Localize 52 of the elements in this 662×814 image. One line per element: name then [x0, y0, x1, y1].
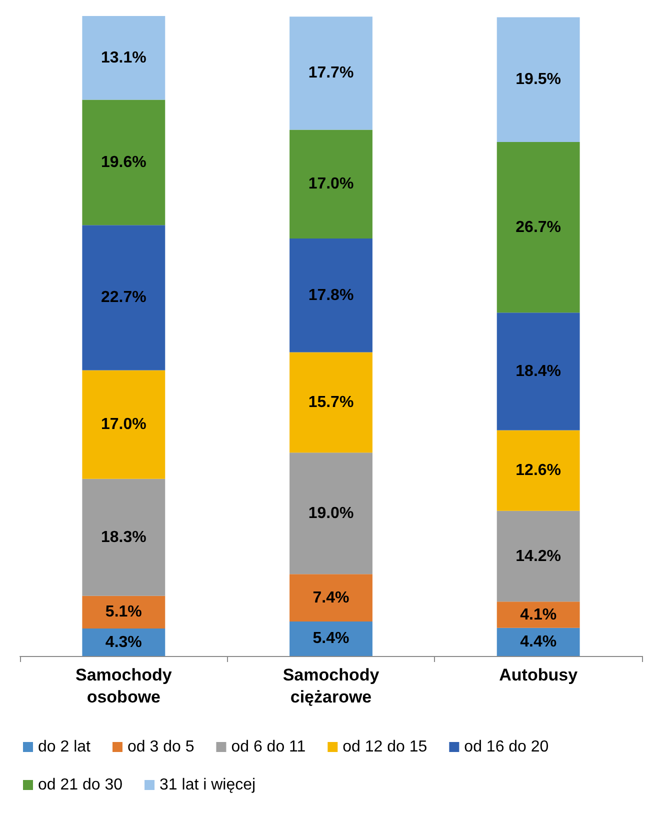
- data-label: 5.1%: [105, 604, 142, 621]
- bar: [290, 16, 372, 130]
- data-label: 22.7%: [100, 289, 146, 306]
- data-label: 17.0%: [100, 416, 146, 434]
- bar: [82, 100, 166, 226]
- legend-label: od 3 do 5: [127, 738, 194, 756]
- data-label: 12.6%: [516, 462, 562, 480]
- bar: [82, 478, 166, 596]
- data-label: 17.0%: [308, 176, 354, 193]
- data-label: 5.4%: [312, 630, 350, 648]
- legend-label: 31 lat i więcej: [160, 776, 256, 794]
- bar: [290, 452, 372, 574]
- x-tick-label: Autobusy: [499, 666, 578, 684]
- bar: [82, 225, 166, 370]
- data-label: 26.7%: [516, 218, 562, 236]
- legend-label: od 6 do 11: [231, 738, 306, 756]
- data-label: 13.1%: [100, 49, 146, 66]
- bar: [496, 510, 580, 602]
- x-tick-label: Samochody ciężarowe: [282, 666, 380, 706]
- data-label: 17.7%: [308, 64, 354, 82]
- bar: [496, 312, 580, 430]
- bar: [496, 628, 580, 656]
- data-label: 4.4%: [520, 633, 557, 650]
- data-label: 19.5%: [516, 71, 562, 88]
- bar: [290, 621, 372, 656]
- bar: [290, 238, 372, 352]
- data-label: 14.2%: [516, 548, 562, 565]
- data-label: 15.7%: [308, 394, 354, 411]
- data-label: 17.8%: [308, 286, 354, 304]
- data-label: 4.1%: [520, 606, 557, 624]
- data-label: 4.3%: [105, 634, 142, 651]
- data-label: 19.6%: [100, 154, 146, 171]
- legend-label: od 16 do 20: [464, 738, 549, 756]
- bar: [496, 142, 580, 313]
- bar: [290, 574, 372, 622]
- bar: [290, 352, 372, 453]
- bar: [82, 370, 166, 479]
- legend-label: od 21 do 30: [38, 776, 123, 794]
- bar: [496, 602, 580, 628]
- bar: [82, 596, 166, 629]
- bar: [496, 430, 580, 511]
- legend-label: do 2 lat: [38, 738, 92, 756]
- data-label: 19.0%: [308, 504, 354, 522]
- bar: [496, 17, 580, 142]
- bar: [82, 628, 166, 656]
- bar: [82, 16, 166, 100]
- bar: [290, 130, 372, 238]
- data-label: 7.4%: [312, 589, 350, 606]
- data-label: 18.4%: [516, 362, 562, 380]
- legend-label: od 12 do 15: [342, 738, 428, 756]
- data-label: 18.3%: [100, 528, 146, 546]
- x-tick-label: Samochody osobowe: [75, 666, 172, 706]
